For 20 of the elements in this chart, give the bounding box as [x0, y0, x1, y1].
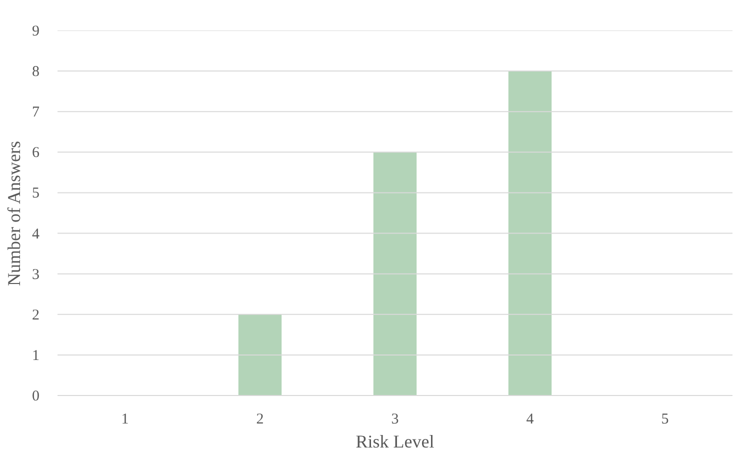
x-tick-label: 2 [256, 412, 264, 428]
y-tick-label: 0 [32, 388, 40, 404]
y-tick-label: 9 [32, 24, 40, 40]
y-tick-label: 1 [32, 348, 40, 364]
bar [508, 71, 552, 396]
x-tick-label: 5 [661, 412, 669, 428]
x-tick-label: 1 [121, 412, 129, 428]
y-tick-label: 8 [32, 64, 40, 80]
y-tick-label: 6 [32, 145, 40, 162]
y-tick-label: 5 [32, 186, 40, 202]
x-tick-label: 4 [526, 412, 534, 428]
bar [373, 152, 417, 396]
y-axis-title: Number of Answers [4, 141, 24, 286]
y-tick-label: 3 [32, 266, 40, 283]
y-tick-label: 4 [32, 226, 40, 242]
x-tick-label: 3 [391, 412, 399, 428]
bar [238, 314, 282, 396]
y-tick-label: 2 [32, 307, 40, 324]
y-tick-label: 7 [32, 104, 40, 121]
x-axis-title: Risk Level [356, 432, 434, 452]
